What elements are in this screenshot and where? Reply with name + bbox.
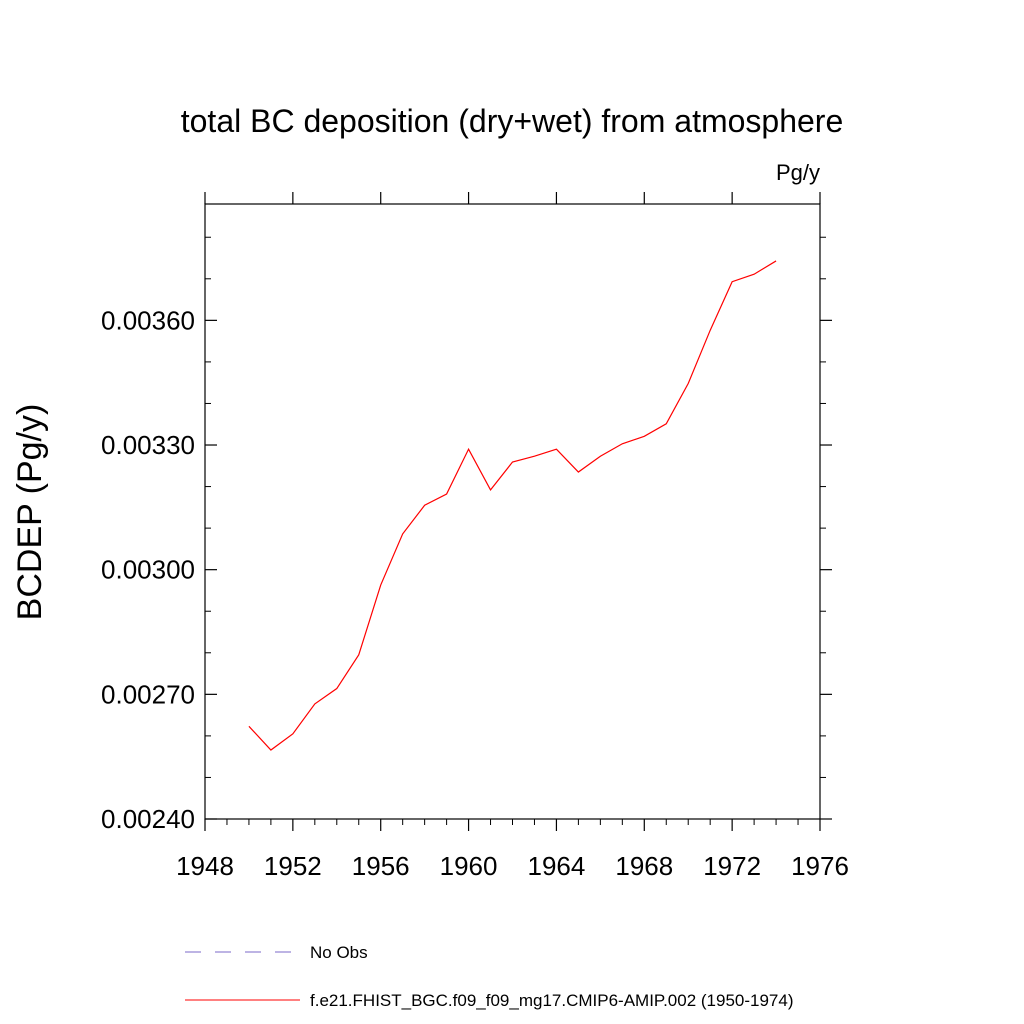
x-tick-label: 1948 (176, 851, 234, 881)
legend-label-no-obs: No Obs (310, 943, 368, 962)
x-tick-labels: 1948 1952 1956 1960 1964 1968 1972 1976 (176, 851, 849, 881)
plot-frame (204, 203, 821, 820)
x-tick-label: 1968 (615, 851, 673, 881)
y-tick-labels: 0.00240 0.00270 0.00300 0.00330 0.00360 (101, 305, 195, 834)
x-tick-label: 1964 (528, 851, 586, 881)
chart-title: total BC deposition (dry+wet) from atmos… (181, 103, 844, 139)
y-tick-label: 0.00360 (101, 305, 195, 335)
y-tick-label: 0.00330 (101, 430, 195, 460)
y-tick-label: 0.00270 (101, 679, 195, 709)
x-tick-label: 1972 (703, 851, 761, 881)
y-tick-label: 0.00300 (101, 555, 195, 585)
series-line-1 (248, 260, 777, 751)
y-ticks (205, 236, 832, 820)
y-tick-label: 0.00240 (101, 804, 195, 834)
legend-label-model-run: f.e21.FHIST_BGC.f09_f09_mg17.CMIP6-AMIP.… (310, 991, 794, 1010)
x-tick-label: 1960 (440, 851, 498, 881)
units-label: Pg/y (776, 160, 820, 185)
x-tick-label: 1976 (791, 851, 849, 881)
series-lines (248, 260, 777, 751)
x-tick-label: 1956 (352, 851, 410, 881)
x-ticks (204, 192, 821, 831)
legend: No Obs f.e21.FHIST_BGC.f09_f09_mg17.CMIP… (185, 943, 794, 1010)
x-tick-label: 1952 (264, 851, 322, 881)
y-axis-label: BCDEP (Pg/y) (11, 404, 49, 621)
